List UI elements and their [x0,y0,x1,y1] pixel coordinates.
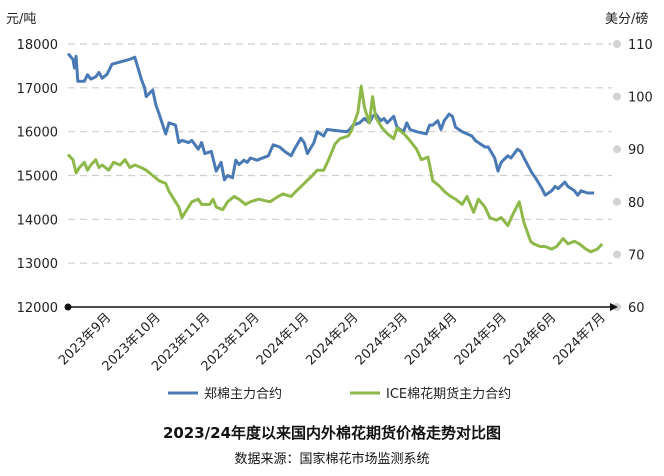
y-tick-label-left: 13000 [17,257,58,272]
right-axis-tick-dot [613,40,621,48]
right-axis-tick-dot [613,145,621,154]
y-tick-label-right: 70 [628,248,645,263]
y-tick-label-right: 60 [628,301,645,316]
y-tick-label-right: 80 [628,196,645,211]
legend-label: 郑棉主力合约 [204,387,282,402]
right-axis-tick-dot [613,197,621,206]
legend-label: ICE棉花期货主力合约 [386,386,511,402]
right-axis-tick-dot [613,250,621,259]
x-tick-label: 2024年7月 [551,310,609,368]
series-line-ice-cotton [66,84,604,254]
y-tick-label-left: 12000 [17,301,58,316]
y-tick-label-left: 16000 [17,126,58,141]
y-tick-label-right: 90 [628,143,645,158]
y-tick-label-right: 100 [628,91,653,106]
x-axis-start-marker [64,303,72,311]
y-tick-label-left: 17000 [17,82,58,97]
data-source: 数据来源：国家棉花市场监测系统 [234,452,430,467]
x-tick-label: 2024年2月 [303,310,361,368]
chart-title: 2023/24年度以来国内外棉花期货价格走势对比图 [162,424,502,442]
y-tick-label-left: 14000 [17,213,58,228]
x-axis-arrow [610,303,618,311]
x-tick-label: 2024年4月 [402,310,460,368]
left-axis-unit: 元/吨 [6,12,36,27]
right-axis-tick-dot [613,92,621,101]
x-tick-label: 2024年5月 [452,310,510,368]
x-tick-label: 2024年3月 [353,310,411,368]
y-tick-label-right: 110 [628,38,653,53]
series-line-zheng-cotton [66,52,595,197]
y-tick-label-left: 18000 [17,38,58,53]
x-tick-label: 2024年6月 [501,310,559,368]
y-tick-label-left: 15000 [17,170,58,185]
right-axis-unit: 美分/磅 [605,11,648,27]
x-tick-label: 2024年1月 [254,310,312,368]
